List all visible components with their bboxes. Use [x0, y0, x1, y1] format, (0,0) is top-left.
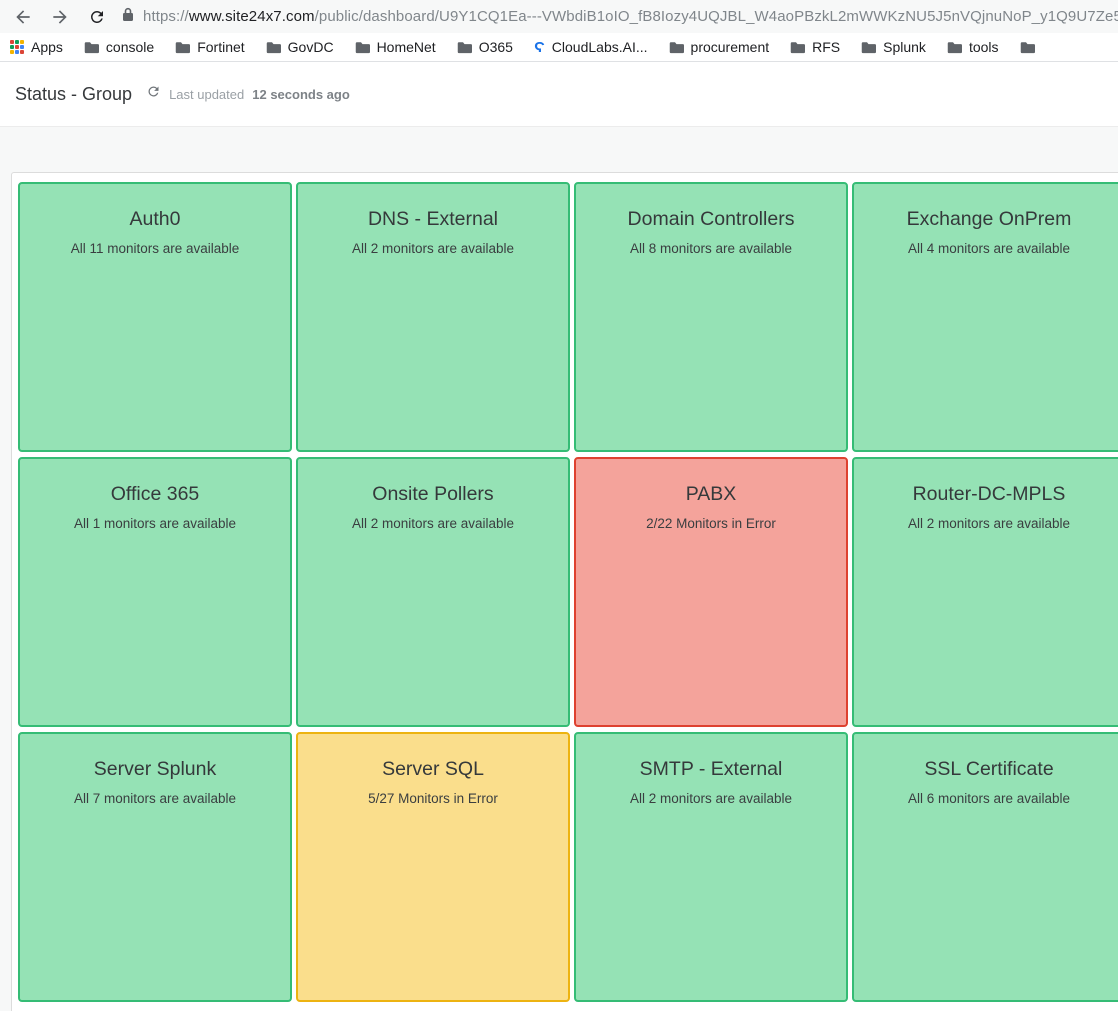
bookmark-apps[interactable]: Apps	[10, 39, 63, 55]
folder-icon	[669, 41, 684, 53]
card-status: All 4 monitors are available	[907, 241, 1071, 256]
folder-icon	[175, 41, 191, 53]
card-status: All 2 monitors are available	[351, 241, 515, 256]
bookmark-fortinet[interactable]: Fortinet	[175, 39, 245, 55]
status-card-server-sql[interactable]: Server SQL 5/27 Monitors in Error	[296, 732, 570, 1002]
reload-icon[interactable]	[86, 6, 108, 28]
card-title: Server Splunk	[93, 758, 217, 780]
card-status: All 11 monitors are available	[70, 241, 240, 256]
status-card-ssl-certificate[interactable]: SSL Certificate All 6 monitors are availa…	[852, 732, 1118, 1002]
refresh-icon[interactable]	[146, 84, 161, 104]
card-status: All 2 monitors are available	[351, 516, 515, 531]
url-text: https://www.site24x7.com/public/dashboar…	[143, 8, 1118, 25]
bookmark-label: HomeNet	[376, 39, 436, 55]
status-card-smtp-external[interactable]: SMTP - External All 2 monitors are availa…	[574, 732, 848, 1002]
bookmark-govdc[interactable]: GovDC	[266, 39, 334, 55]
status-card-server-splunk[interactable]: Server Splunk All 7 monitors are availabl…	[18, 732, 292, 1002]
bookmark-label: Splunk	[883, 39, 926, 55]
back-icon[interactable]	[12, 6, 34, 28]
bookmark-label: CloudLabs.AI...	[551, 39, 648, 55]
card-status: All 1 monitors are available	[73, 516, 237, 531]
bookmark-label: Fortinet	[197, 39, 245, 55]
bookmark-splunk[interactable]: Splunk	[861, 39, 926, 55]
card-title: SSL Certificate	[924, 758, 1054, 780]
folder-icon	[84, 41, 99, 53]
card-status: All 8 monitors are available	[629, 241, 793, 256]
bookmark-procurement[interactable]: procurement	[669, 39, 770, 55]
bookmark-label: GovDC	[287, 39, 334, 55]
folder-icon	[861, 41, 877, 53]
folder-icon	[790, 41, 806, 53]
address-bar[interactable]: https://www.site24x7.com/public/dashboar…	[122, 7, 1118, 27]
bookmark-homenet[interactable]: HomeNet	[355, 39, 436, 55]
card-status: All 6 monitors are available	[907, 791, 1071, 806]
status-card-exchange-onprem[interactable]: Exchange OnPrem All 4 monitors are availa…	[852, 182, 1118, 452]
status-card-domain-controllers[interactable]: Domain Controllers All 8 monitors are ava…	[574, 182, 848, 452]
folder-icon	[457, 41, 472, 53]
card-status: All 2 monitors are available	[629, 791, 793, 806]
last-updated-label: Last updated	[169, 86, 245, 102]
status-card-router-dc-mpls[interactable]: Router-DC-MPLS All 2 monitors are availab…	[852, 457, 1118, 727]
bookmarks-bar: Apps console Fortinet GovDC HomeNet O365 Ϛ Clou…	[0, 33, 1118, 62]
card-title: Server SQL	[382, 758, 484, 780]
bookmark-label: O365	[478, 39, 513, 55]
page-title: Status - Group	[15, 83, 133, 104]
forward-icon[interactable]	[49, 6, 71, 28]
status-panel: Auth0 All 11 monitors are available DNS - …	[11, 172, 1118, 1011]
cloudlabs-icon: Ϛ	[533, 38, 545, 56]
bookmark-cloudlabs-ai[interactable]: Ϛ CloudLabs.AI...	[534, 39, 648, 55]
bookmark-label: tools	[968, 39, 999, 55]
card-title: Auth0	[129, 208, 181, 230]
bookmark-label: Apps	[31, 39, 63, 55]
folder-icon	[355, 41, 370, 53]
apps-grid-icon	[10, 40, 24, 54]
folder-icon	[266, 41, 281, 53]
bookmark-label: console	[105, 39, 155, 55]
status-card-auth0[interactable]: Auth0 All 11 monitors are available	[18, 182, 292, 452]
status-card-pabx[interactable]: PABX 2/22 Monitors in Error	[574, 457, 848, 727]
card-status: 2/22 Monitors in Error	[646, 516, 776, 531]
card-title: Onsite Pollers	[372, 483, 494, 505]
browser-toolbar: https://www.site24x7.com/public/dashboar…	[0, 0, 1118, 33]
bookmark-label: procurement	[690, 39, 770, 55]
bookmark-tools[interactable]: tools	[947, 39, 999, 55]
status-card-dns-external[interactable]: DNS - External All 2 monitors are availab…	[296, 182, 570, 452]
card-title: Office 365	[110, 483, 200, 505]
last-updated-value: 12 seconds ago	[252, 86, 350, 102]
card-title: SMTP - External	[639, 758, 783, 780]
page-header: Status - Group Last updated 12 seconds a…	[0, 62, 1118, 126]
folder-icon	[947, 41, 962, 53]
card-title: DNS - External	[367, 208, 499, 230]
bookmark-label: RFS	[812, 39, 841, 55]
card-title: Router-DC-MPLS	[912, 483, 1066, 505]
status-grid: Auth0 All 11 monitors are available DNS - …	[18, 182, 1118, 1002]
card-title: Exchange OnPrem	[906, 208, 1072, 230]
card-status: All 2 monitors are available	[907, 516, 1071, 531]
folder-icon	[1020, 41, 1035, 53]
bookmark-rfs[interactable]: RFS	[790, 39, 840, 55]
bookmark-console[interactable]: console	[84, 39, 154, 55]
bookmark-item[interactable]	[1020, 41, 1035, 54]
dashboard-content: Auth0 All 11 monitors are available DNS - …	[0, 126, 1118, 1011]
card-status: 5/27 Monitors in Error	[368, 791, 498, 806]
card-title: PABX	[685, 483, 737, 505]
bookmark-o365[interactable]: O365	[457, 39, 513, 55]
status-card-onsite-pollers[interactable]: Onsite Pollers All 2 monitors are availab…	[296, 457, 570, 727]
secure-lock-icon	[122, 7, 134, 27]
status-card-office-365[interactable]: Office 365 All 1 monitors are available	[18, 457, 292, 727]
card-status: All 7 monitors are available	[73, 791, 237, 806]
card-title: Domain Controllers	[627, 208, 795, 230]
